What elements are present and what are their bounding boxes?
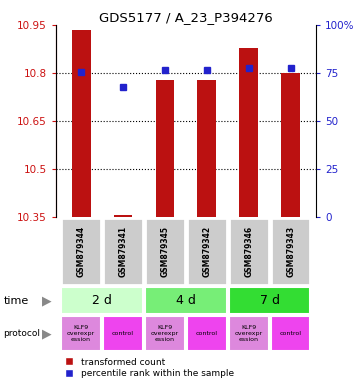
Bar <box>239 48 258 217</box>
Text: control: control <box>112 331 134 336</box>
FancyBboxPatch shape <box>271 218 310 285</box>
Text: GSM879342: GSM879342 <box>203 226 212 277</box>
Legend: transformed count, percentile rank within the sample: transformed count, percentile rank withi… <box>61 358 234 378</box>
Bar <box>281 73 300 217</box>
FancyBboxPatch shape <box>103 316 143 351</box>
FancyBboxPatch shape <box>61 316 101 351</box>
FancyBboxPatch shape <box>187 218 227 285</box>
Text: protocol: protocol <box>4 329 40 338</box>
Text: time: time <box>4 296 29 306</box>
Text: 2 d: 2 d <box>92 294 112 307</box>
Bar <box>72 30 91 217</box>
FancyBboxPatch shape <box>145 218 185 285</box>
Text: ▶: ▶ <box>42 327 51 340</box>
Text: ▶: ▶ <box>42 294 51 307</box>
FancyBboxPatch shape <box>61 287 143 314</box>
Text: 7 d: 7 d <box>260 294 280 307</box>
Bar <box>114 215 132 217</box>
Bar <box>156 80 174 217</box>
FancyBboxPatch shape <box>187 316 227 351</box>
FancyBboxPatch shape <box>145 287 227 314</box>
Title: GDS5177 / A_23_P394276: GDS5177 / A_23_P394276 <box>99 11 273 24</box>
Text: GSM879344: GSM879344 <box>77 226 86 277</box>
FancyBboxPatch shape <box>229 316 269 351</box>
Text: GSM879346: GSM879346 <box>244 226 253 277</box>
Text: GSM879341: GSM879341 <box>118 226 127 277</box>
Text: control: control <box>196 331 218 336</box>
Bar <box>197 80 216 217</box>
FancyBboxPatch shape <box>145 316 185 351</box>
FancyBboxPatch shape <box>229 287 310 314</box>
FancyBboxPatch shape <box>61 218 101 285</box>
Text: GSM879343: GSM879343 <box>286 226 295 277</box>
Text: control: control <box>280 331 302 336</box>
FancyBboxPatch shape <box>229 218 269 285</box>
Text: 4 d: 4 d <box>176 294 196 307</box>
Text: KLF9
overexpr
ession: KLF9 overexpr ession <box>67 326 95 342</box>
FancyBboxPatch shape <box>271 316 310 351</box>
FancyBboxPatch shape <box>103 218 143 285</box>
Text: KLF9
overexpr
ession: KLF9 overexpr ession <box>235 326 263 342</box>
Text: KLF9
overexpr
ession: KLF9 overexpr ession <box>151 326 179 342</box>
Text: GSM879345: GSM879345 <box>160 226 169 277</box>
